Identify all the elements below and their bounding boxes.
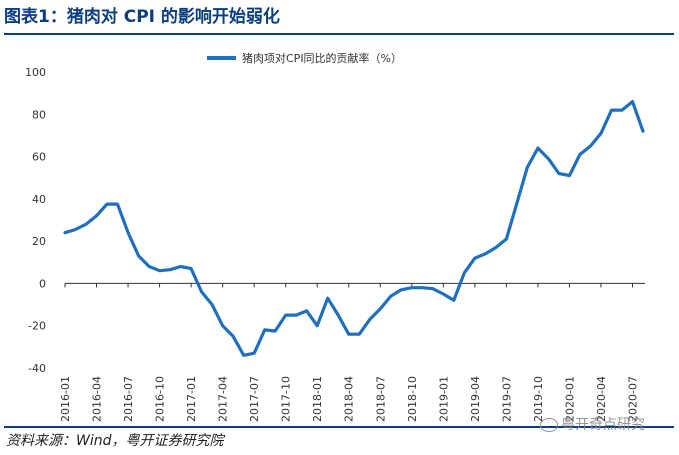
series-line (63, 99, 645, 357)
x-tick-label: 2020-04 (595, 376, 608, 422)
x-tick-label: 2018-01 (311, 376, 324, 422)
x-tick-label: 2020-01 (563, 376, 576, 422)
plot-area (63, 99, 645, 357)
y-tick-label: 20 (32, 235, 46, 248)
footer-rule (4, 426, 674, 428)
x-tick-label: 2020-07 (626, 376, 639, 422)
page-title: 图表1：猪肉对 CPI 的影响开始弱化 (4, 7, 280, 27)
watermark: 粤开奇点研究 (540, 414, 645, 436)
y-tick-label: 80 (32, 108, 46, 121)
y-axis: -40 -20 0 20 40 60 80 100 (25, 66, 46, 375)
y-tick-label: 60 (32, 151, 46, 164)
x-tick-label: 2017-04 (217, 376, 230, 422)
x-tick-label: 2019-01 (437, 376, 450, 422)
x-axis: 2016-01 2016-04 2016-07 2016-10 2017-01 2017-… (59, 282, 645, 422)
x-tick-label: 2017-01 (185, 376, 198, 422)
x-tick-label: 2016-07 (122, 376, 135, 422)
y-tick-label: 40 (32, 193, 46, 206)
y-tick-label: 100 (25, 66, 46, 79)
x-tick-label: 2016-10 (154, 376, 167, 422)
x-tick-label: 2019-07 (500, 376, 513, 422)
legend: 猪肉项对CPI同比的贡献率（%） (207, 51, 402, 65)
x-tick-label: 2018-04 (343, 376, 356, 422)
y-tick-label: 0 (39, 277, 46, 290)
x-tick-label: 2018-10 (406, 376, 419, 422)
x-tick-label: 2019-10 (532, 376, 545, 422)
title-rule (4, 33, 674, 35)
y-tick-label: -20 (28, 320, 46, 333)
x-tick-label: 2018-07 (374, 376, 387, 422)
source-note: 资料来源：Wind，粤开证券研究院 (6, 433, 224, 449)
legend-label: 猪肉项对CPI同比的贡献率（%） (242, 51, 402, 65)
watermark-text: 粤开奇点研究 (561, 417, 645, 433)
x-tick-label: 2017-10 (280, 376, 293, 422)
wechat-icon (540, 418, 558, 432)
x-tick-label: 2016-01 (59, 376, 72, 422)
x-tick-label: 2017-07 (248, 376, 261, 422)
x-tick-label: 2019-04 (469, 376, 482, 422)
x-tick-label: 2016-04 (91, 376, 104, 422)
y-tick-label: -40 (28, 362, 46, 375)
